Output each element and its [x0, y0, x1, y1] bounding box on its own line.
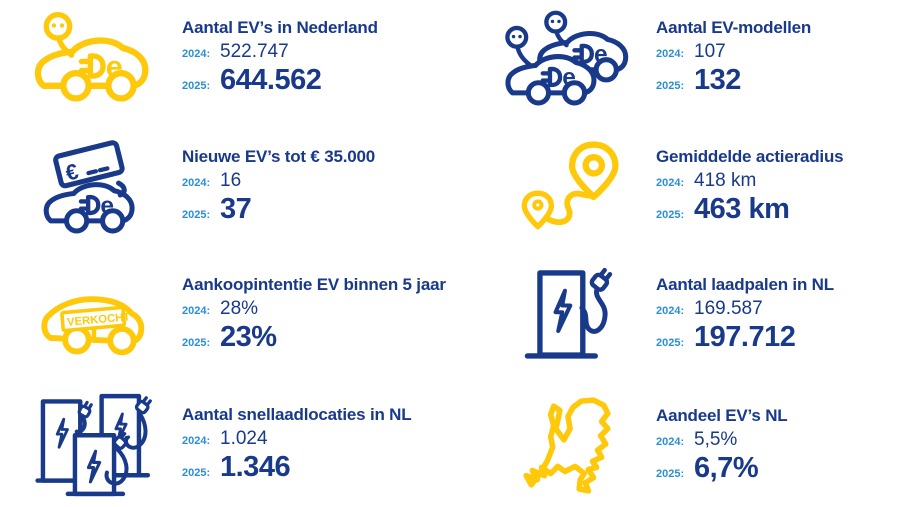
stat-text: Aantal EV’s in Nederland 2024: 522.747 2…: [182, 18, 378, 97]
stat-text: Aankoopintentie EV binnen 5 jaar 2024: 2…: [182, 275, 446, 354]
stat-text: Aantal EV-modellen 2024: 107 2025: 132: [656, 18, 811, 97]
year-label: 2025:: [656, 467, 685, 480]
stat-row-2025: 2025: 463 km: [656, 193, 843, 226]
stat-title: Aantal EV-modellen: [656, 17, 812, 37]
stat-block-ev-modellen: Aantal EV-modellen 2024: 107 2025: 132: [492, 2, 892, 112]
stat-title: Gemiddelde actieradius: [656, 146, 844, 166]
icon-box: [18, 389, 170, 501]
stat-row-2025: 2025: 132: [656, 64, 811, 97]
stat-row-2024: 2024: 5,5%: [656, 429, 787, 451]
value-2024: 169.587: [694, 297, 763, 319]
stat-title: Nieuwe EV’s tot € 35.000: [182, 146, 375, 166]
year-label: 2024:: [182, 304, 211, 317]
year-label: 2024:: [182, 176, 211, 189]
stat-title: Aantal snellaadlocaties in NL: [182, 405, 412, 424]
stat-text: Aantal snellaadlocaties in NL 2024: 1.02…: [182, 405, 412, 484]
stat-row-2024: 2024: 418 km: [656, 170, 843, 192]
icon-box: [492, 139, 644, 234]
stat-text: Nieuwe EV’s tot € 35.000 2024: 16 2025: …: [182, 147, 375, 226]
stat-row-2025: 2025: 644.562: [182, 64, 378, 97]
year-label: 2025:: [656, 208, 685, 221]
icon-box: €: [18, 139, 170, 234]
value-2024: 522.747: [220, 40, 289, 62]
stat-text: Aantal laadpalen in NL 2024: 169.587 202…: [656, 275, 834, 354]
year-label: 2025:: [656, 79, 685, 92]
charging-station-icon: [524, 264, 615, 359]
stat-block-snellaadlocaties: Aantal snellaadlocaties in NL 2024: 1.02…: [18, 382, 464, 507]
stat-row-2024: 2024: 28%: [182, 298, 446, 320]
stat-row-2025: 2025: 197.712: [656, 321, 834, 354]
year-label: 2024:: [182, 47, 211, 60]
stat-row-2024: 2024: 16: [182, 170, 375, 192]
value-2025: 23%: [220, 320, 277, 353]
year-label: 2025:: [182, 467, 211, 479]
stat-block-nieuwe-evs: € Nieuwe EV’s tot € 35.000 2024: 16 2025…: [18, 131, 464, 241]
stat-title: Aantal EV’s in Nederland: [182, 17, 378, 37]
icon-box: [492, 394, 644, 496]
stat-block-aankoopintentie: VERKOCHT Aankoopintentie EV binnen 5 jaa…: [18, 262, 464, 366]
route-pins-icon: [521, 140, 619, 229]
value-2025: 197.712: [694, 320, 796, 353]
ev-models-icon: [502, 7, 634, 108]
stat-row-2025: 2025: 37: [182, 193, 375, 226]
car-price-tag-icon: €: [44, 139, 144, 234]
year-label: 2025:: [182, 336, 211, 349]
icon-box: [492, 264, 644, 364]
stat-row-2025: 2025: 23%: [182, 321, 446, 354]
year-label: 2025:: [656, 336, 685, 349]
stat-row-2025: 2025: 6,7%: [656, 452, 787, 485]
year-label: 2024:: [656, 435, 685, 448]
value-2025: 6,7%: [694, 451, 759, 484]
value-2024: 28%: [220, 297, 259, 319]
value-2024: 107: [694, 40, 726, 62]
value-2024: 1.024: [220, 428, 268, 449]
value-2025: 132: [694, 63, 741, 96]
nl-map-icon: [523, 397, 611, 494]
value-2025: 463 km: [694, 192, 790, 225]
stat-row-2025: 2025: 1.346: [182, 451, 411, 484]
year-label: 2025:: [182, 208, 211, 221]
year-label: 2024:: [656, 176, 685, 189]
stat-row-2024: 2024: 107: [656, 41, 811, 63]
stat-text: Gemiddelde actieradius 2024: 418 km 2025…: [656, 146, 844, 226]
icon-box: [492, 7, 644, 108]
fast-chargers-icon: [34, 393, 155, 496]
value-2025: 37: [220, 192, 252, 225]
stat-row-2024: 2024: 169.587: [656, 298, 834, 320]
stat-block-aantal-evs: Aantal EV’s in Nederland 2024: 522.747 2…: [18, 2, 464, 112]
year-label: 2025:: [182, 79, 211, 92]
value-2024: 5,5%: [694, 428, 738, 450]
stat-block-laadpalen: Aantal laadpalen in NL 2024: 169.587 202…: [492, 258, 892, 370]
ev-car-icon: [31, 11, 157, 103]
value-2024: 418 km: [694, 169, 757, 191]
year-label: 2024:: [182, 435, 211, 447]
icon-box: VERKOCHT: [18, 273, 170, 356]
verkocht-label: VERKOCHT: [67, 311, 131, 328]
stat-text: Aandeel EV’s NL 2024: 5,5% 2025: 6,7%: [656, 405, 788, 485]
stat-title: Aandeel EV’s NL: [656, 405, 788, 425]
stat-block-aandeel-evs: Aandeel EV’s NL 2024: 5,5% 2025: 6,7%: [492, 386, 892, 504]
stat-block-actieradius: Gemiddelde actieradius 2024: 418 km 2025…: [492, 131, 892, 241]
euro-sign: €: [63, 158, 81, 185]
value-2025: 644.562: [220, 63, 322, 96]
stat-row-2024: 2024: 1.024: [182, 428, 411, 450]
stat-title: Aantal laadpalen in NL: [656, 274, 834, 294]
stat-row-2024: 2024: 522.747: [182, 41, 378, 63]
year-label: 2024:: [656, 47, 685, 60]
value-2024: 16: [220, 169, 242, 191]
car-sold-icon: VERKOCHT: [41, 295, 145, 355]
icon-box: [18, 11, 170, 103]
value-2025: 1.346: [220, 451, 291, 483]
stat-title: Aankoopintentie EV binnen 5 jaar: [182, 274, 446, 294]
year-label: 2024:: [656, 304, 685, 317]
